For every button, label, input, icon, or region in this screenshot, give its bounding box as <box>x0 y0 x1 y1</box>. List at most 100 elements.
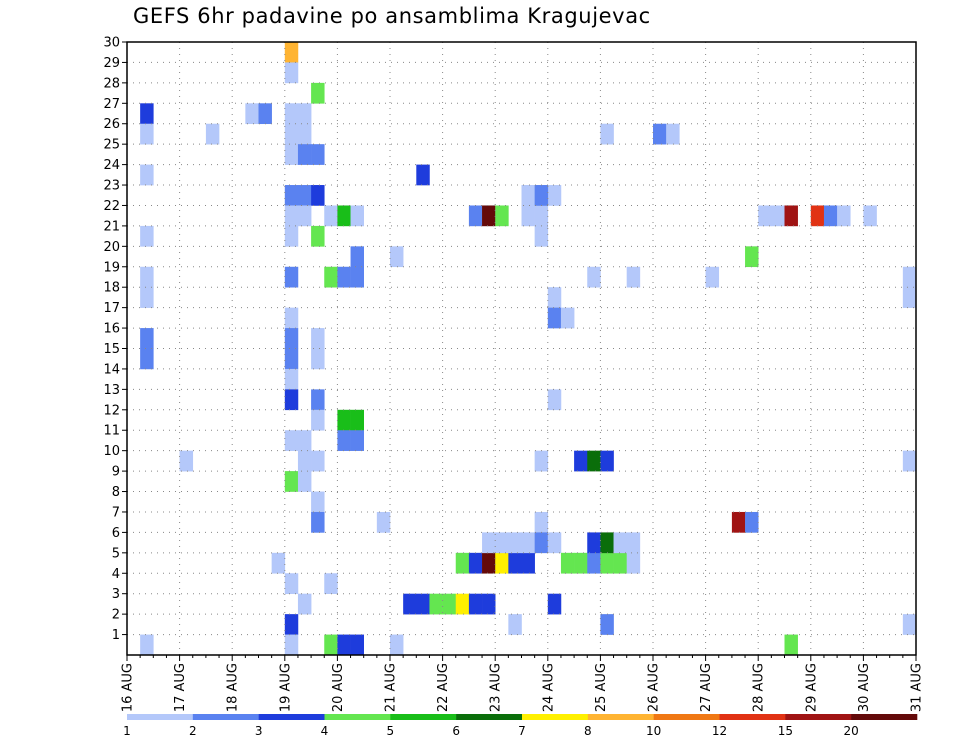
heatmap-cell <box>902 450 917 472</box>
heatmap-cell <box>468 205 483 227</box>
heatmap-cell <box>284 368 299 390</box>
heatmap-cell <box>455 552 470 574</box>
x-tick-label: 28 AUG <box>752 663 767 712</box>
heatmap-cell <box>784 634 798 656</box>
heatmap-cell <box>600 450 614 472</box>
legend-swatch <box>851 714 918 720</box>
heatmap-cell <box>534 205 549 227</box>
heatmap-cell <box>508 532 522 554</box>
heatmap-cell <box>455 593 470 615</box>
heatmap-cell <box>311 185 325 206</box>
heatmap-cell <box>337 634 351 656</box>
y-tick-label: 20 <box>103 240 120 255</box>
heatmap-cell <box>416 164 430 186</box>
heatmap-cell <box>284 103 299 125</box>
heatmap-cell <box>337 205 351 227</box>
y-tick-label: 3 <box>112 587 120 602</box>
x-tick-label: 21 AUG <box>384 663 399 712</box>
heatmap-cell <box>297 123 312 145</box>
y-tick-label: 18 <box>103 281 120 296</box>
heatmap-cell <box>297 205 312 227</box>
x-tick-label: 17 AUG <box>173 663 188 712</box>
heatmap-cell <box>403 593 417 615</box>
y-tick-label: 21 <box>103 219 120 234</box>
heatmap-cell <box>140 266 154 288</box>
heatmap-cell <box>284 123 299 145</box>
x-tick-label: 24 AUG <box>541 663 556 712</box>
y-tick-label: 13 <box>103 383 120 398</box>
heatmap-cell <box>390 246 404 268</box>
legend-swatch <box>127 714 194 720</box>
heatmap-cell <box>324 205 338 227</box>
y-tick-label: 24 <box>103 158 120 173</box>
heatmap-cell <box>547 185 562 206</box>
heatmap-cell <box>534 511 549 533</box>
heatmap-cell <box>284 307 299 329</box>
y-tick-label: 16 <box>103 322 120 337</box>
heatmap-cell <box>284 144 299 165</box>
heatmap-cell <box>350 409 364 431</box>
y-tick-label: 7 <box>112 505 120 520</box>
heatmap-cell <box>653 123 667 145</box>
legend-label: 8 <box>584 724 592 738</box>
heatmap-cell <box>284 430 299 451</box>
heatmap-cell <box>311 328 325 349</box>
heatmap-cell <box>837 205 851 227</box>
y-tick-label: 4 <box>112 567 120 582</box>
heatmap-cell <box>140 123 154 145</box>
heatmap-cell <box>297 471 312 492</box>
heatmap-cell <box>258 103 272 125</box>
y-tick-label: 6 <box>112 526 120 541</box>
grid-layer <box>127 42 916 655</box>
heatmap-cell <box>534 450 549 472</box>
legend-swatch <box>390 714 457 720</box>
heatmap-cell <box>600 123 614 145</box>
heatmap-cell <box>574 450 588 472</box>
legend-label: 4 <box>321 724 329 738</box>
heatmap-cell <box>350 430 364 451</box>
heatmap-cell <box>245 103 259 125</box>
legend-swatch <box>192 714 259 720</box>
y-tick-label: 27 <box>103 97 120 112</box>
heatmap-cell <box>547 307 562 329</box>
heatmap-cell <box>376 511 391 533</box>
heatmap-cell <box>587 552 601 574</box>
heatmap-cell <box>390 634 404 656</box>
heatmap-cell <box>284 573 299 594</box>
legend-label: 2 <box>189 724 197 738</box>
legend-label: 10 <box>646 724 661 738</box>
heatmap-cell <box>140 287 154 308</box>
heatmap-cell <box>863 205 877 227</box>
heatmap-cell <box>495 205 509 227</box>
heatmap-cell <box>495 552 509 574</box>
heatmap-cell <box>284 225 299 247</box>
legend-swatch <box>653 714 720 720</box>
heatmap-cell <box>745 246 759 268</box>
heatmap-cell <box>311 82 325 104</box>
heatmap-cell <box>574 552 588 574</box>
heatmap-cell <box>534 225 549 247</box>
heatmap-cell <box>482 593 496 615</box>
heatmap-cell <box>521 205 535 227</box>
heatmap-cell <box>547 593 562 615</box>
y-tick-label: 10 <box>103 444 120 459</box>
heatmap-cell <box>547 532 562 554</box>
heatmap-cell <box>600 552 614 574</box>
heatmap-cell <box>311 491 325 513</box>
heatmap-cell <box>482 552 496 574</box>
heatmap-cell <box>521 532 535 554</box>
x-tick-label: 27 AUG <box>699 663 714 712</box>
heatmap-cell <box>284 389 299 411</box>
y-tick-label: 26 <box>103 117 120 132</box>
heatmap-cell <box>284 42 299 63</box>
heatmap-cell <box>271 552 286 574</box>
heatmap-cell <box>587 266 601 288</box>
heatmap-cell <box>297 144 312 165</box>
heatmap-cell <box>337 430 351 451</box>
heatmap-cell <box>442 593 457 615</box>
heatmap-cell <box>705 266 720 288</box>
heatmap-cell <box>311 409 325 431</box>
heatmap-cell <box>745 511 759 533</box>
x-tick-label: 29 AUG <box>804 663 819 712</box>
